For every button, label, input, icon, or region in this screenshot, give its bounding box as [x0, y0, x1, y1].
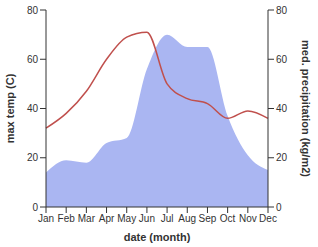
svg-text:Oct: Oct	[220, 213, 236, 224]
svg-text:Nov: Nov	[239, 213, 257, 224]
svg-text:Mar: Mar	[78, 213, 96, 224]
svg-text:Feb: Feb	[58, 213, 76, 224]
svg-text:0: 0	[32, 202, 38, 213]
svg-text:Jun: Jun	[139, 213, 155, 224]
svg-text:Jul: Jul	[161, 213, 174, 224]
svg-text:med. precipitation (kg/m2): med. precipitation (kg/m2)	[300, 40, 310, 177]
svg-text:40: 40	[276, 103, 288, 114]
svg-text:date (month): date (month)	[124, 231, 191, 243]
svg-text:Aug: Aug	[178, 213, 196, 224]
svg-text:20: 20	[276, 152, 288, 163]
svg-text:Jan: Jan	[38, 213, 54, 224]
svg-text:0: 0	[276, 202, 282, 213]
svg-text:20: 20	[27, 152, 39, 163]
svg-text:40: 40	[27, 103, 39, 114]
svg-text:Dec: Dec	[259, 213, 277, 224]
svg-text:60: 60	[276, 54, 288, 65]
svg-text:Apr: Apr	[99, 213, 115, 224]
svg-text:May: May	[117, 213, 136, 224]
svg-text:Sep: Sep	[199, 213, 217, 224]
svg-text:80: 80	[276, 5, 288, 16]
svg-text:max temp (C): max temp (C)	[8, 73, 16, 143]
svg-text:80: 80	[27, 5, 39, 16]
svg-text:60: 60	[27, 54, 39, 65]
